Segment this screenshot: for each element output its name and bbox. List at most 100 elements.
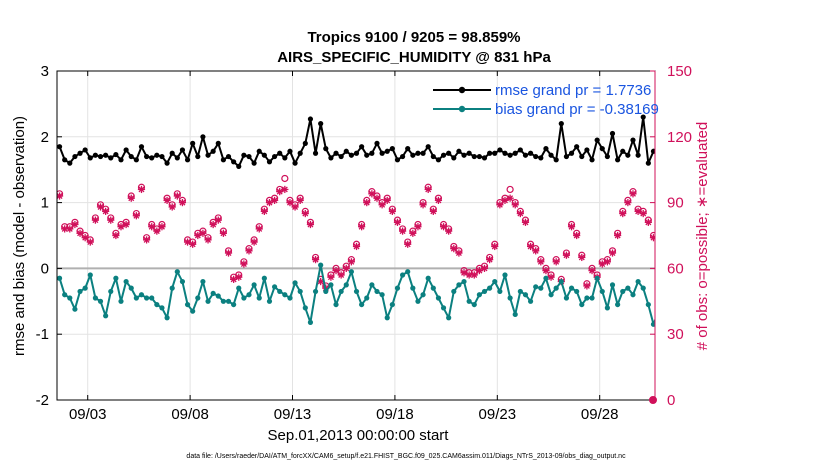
obs-evaluated-marker [819,199,826,206]
rmse-series-point [348,152,354,158]
rmse-series-point [476,153,482,160]
obs-evaluated-marker [260,207,268,215]
bias-series-point [343,282,349,288]
obs-evaluated-marker [450,245,458,253]
rmse-series-point [384,148,390,154]
rmse-series-point [625,152,631,158]
rmse-series-point [748,121,753,126]
rmse-series-point [62,157,68,163]
obs-possible-marker [819,197,825,203]
obs-evaluated-marker [654,228,655,230]
obs-evaluated-marker [86,238,94,246]
rmse-series-point [169,150,175,156]
obs-possible-marker [712,197,718,203]
obs-evaluated-marker [112,231,120,240]
obs-evaluated-marker [629,190,637,198]
bias-series-point [261,275,267,281]
obs-evaluated-marker [567,223,576,231]
bias-series-point [440,305,447,311]
bias-series-point [133,295,139,301]
rmse-series-point [220,157,226,163]
rmse-series-point [236,163,242,170]
obs-possible-marker [753,257,759,263]
rmse-series-point [138,144,145,150]
rmse-series-point [261,152,267,158]
obs-evaluated-marker [142,236,151,244]
bias-series-point [794,276,799,281]
obs-evaluated-marker [757,249,764,256]
obs-evaluated-marker [219,229,227,237]
obs-evaluated-marker [639,209,647,218]
obs-evaluated-marker [532,247,540,255]
rmse-series-point [789,155,794,160]
rmse-series-point [328,155,334,161]
obs-evaluated-marker [107,216,115,224]
rmse-series-point [405,146,411,152]
obs-possible-marker [743,239,749,245]
obs-possible-marker [799,228,805,234]
bias-series-point [128,285,134,291]
obs-evaluated-marker [716,208,723,215]
rmse-series-point [682,153,687,158]
bias-series-point [625,285,631,291]
bias-series-point [471,301,477,308]
obs-evaluated-marker [189,240,197,248]
obs-evaluated-marker [301,209,309,218]
rmse-series-point [271,153,278,160]
rmse-series-point [312,150,319,156]
rmse-series-point [650,148,655,154]
bias-series-point [456,282,462,288]
bias-series-point [149,295,155,301]
rmse-series-point [563,153,570,160]
obs-evaluated-marker [373,194,381,202]
rmse-series-point [108,155,114,161]
rmse-series-point [343,148,349,154]
bias-series-point [333,301,339,308]
obs-possible-marker [789,230,795,236]
rmse-series-point [159,153,165,160]
rmse-series-point [635,152,641,158]
obs-evaluated-marker [419,201,427,209]
obs-possible-marker [763,263,769,269]
bias-series-point [682,282,687,287]
obs-evaluated-marker [214,216,222,224]
obs-evaluated-marker [516,209,524,218]
obs-evaluated-marker [378,201,386,209]
rmse-series-point [666,149,671,154]
bias-series-point [159,305,165,311]
bias-series-point [487,285,493,291]
rmse-series-point [307,116,314,122]
obs-possible-marker [732,224,738,230]
bias-series-point [728,289,733,294]
obs-evaluated-marker [763,265,770,272]
rmse-series-point [87,155,93,161]
bias-series-point [312,288,319,295]
legend-rmse-marker [458,86,466,94]
obs-zero-marker [649,396,657,404]
rmse-series-point [579,153,585,160]
rmse-series-point [118,157,124,163]
obs-evaluated-marker [250,238,258,246]
bias-series-point [384,315,390,321]
x-tick-label: 09/08 [171,406,209,423]
rmse-series-point [210,148,216,154]
bias-series-point [164,315,170,321]
rmse-series-point [712,154,717,159]
rmse-series-point [399,153,406,160]
rmse-series-point [379,150,385,156]
obs-possible-marker [722,206,728,212]
rmse-series-point [333,150,339,156]
rmse-series-point [527,150,534,156]
bias-series-point [205,298,211,304]
rmse-series-point [753,154,758,159]
rmse-series-point [553,157,559,163]
bias-series-point [502,272,508,278]
bias-series-point [640,285,646,291]
y-left-tick-label: 3 [41,63,49,80]
rmse-series-point [804,161,809,166]
rmse-series-point [640,114,646,120]
rmse-series-point [225,153,232,160]
obs-evaluated-marker [122,220,130,229]
bias-series-point [328,282,334,288]
